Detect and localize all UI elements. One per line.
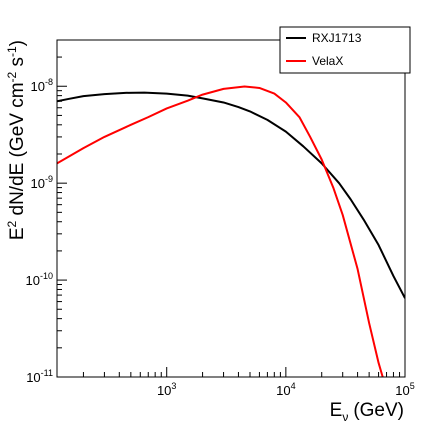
y-axis-title-sup2: -2: [5, 71, 19, 82]
x-axis-title: Eν (GeV): [330, 400, 404, 421]
x-axis-title-sub: ν: [342, 410, 348, 421]
tick-labels: 103 104 105 10-11 10-10 10-9 10-8: [26, 77, 415, 398]
x-axis-title-main: E: [330, 400, 343, 421]
y-axis-title: E2 dN/dE (GeV cm-2 s-1): [5, 40, 28, 240]
x-tick-label: 104: [276, 381, 295, 398]
y-axis-title-close: ): [7, 40, 28, 46]
y-axis-title-sup3: -1: [5, 46, 19, 57]
series-line-rxj1713: [57, 91, 405, 299]
plot-series: [57, 85, 405, 377]
y-tick-label: 10-8: [31, 77, 53, 94]
legend: RXJ1713 VelaX: [279, 26, 411, 74]
y-axis-title-s: s: [7, 57, 28, 72]
legend-box: [279, 26, 411, 74]
x-axis-title-unit: (GeV): [353, 400, 404, 421]
x-tick-label: 105: [395, 381, 414, 398]
plot-frame: [56, 39, 406, 378]
y-tick-label: 10-11: [26, 368, 53, 385]
y-axis-title-sup1: 2: [5, 220, 19, 227]
series-line-velax: [57, 85, 384, 377]
legend-label-velax: VelaX: [312, 54, 343, 68]
y-axis-title-e: E: [7, 227, 28, 240]
y-tick-label: 10-10: [26, 271, 53, 288]
y-axis-title-mid: dN/dE (GeV cm: [7, 82, 28, 220]
y-tick-label: 10-9: [31, 174, 53, 191]
x-tick-label: 103: [157, 381, 176, 398]
legend-label-rxj1713: RXJ1713: [312, 31, 362, 45]
